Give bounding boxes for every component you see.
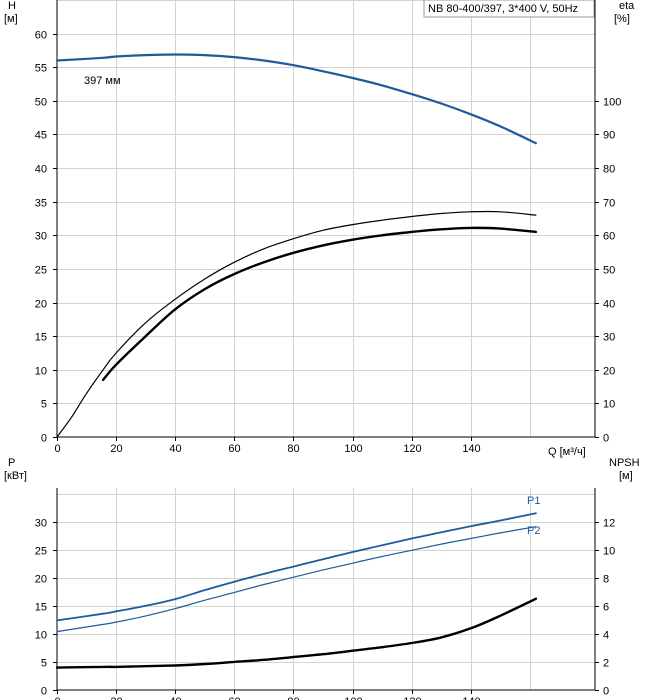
y-right-tick-label: 10	[603, 546, 615, 558]
y-right-tick-label: 40	[603, 299, 615, 311]
x-tick-label: 140	[462, 696, 480, 700]
y-left-tick-label: 15	[35, 602, 47, 614]
x-tick-label: 60	[228, 696, 240, 700]
x-tick-label: 80	[287, 443, 299, 455]
axes-layer	[56, 0, 596, 691]
y-left-tick-label: 20	[35, 574, 47, 586]
x-tick-label: 80	[287, 696, 299, 700]
eta-axis-label: eta	[619, 0, 635, 12]
head-axis-unit: [м]	[4, 13, 18, 25]
y-right-tick-label: 0	[603, 686, 609, 698]
x-tick-label: 120	[403, 443, 421, 455]
x-tick-label: 20	[110, 696, 122, 700]
p2-curve	[56, 526, 537, 633]
y-right-tick-label: 10	[603, 399, 615, 411]
series-layer	[55, 53, 538, 669]
eta-axis-unit: [%]	[614, 13, 630, 25]
head-axis-label: H	[8, 0, 16, 12]
y-right-tick-label: 30	[603, 332, 615, 344]
y-right-tick-label: 20	[603, 366, 615, 378]
x-tick-label: 120	[403, 696, 421, 700]
y-left-tick-label: 30	[35, 231, 47, 243]
title-box	[423, 0, 595, 18]
power-axis-unit: [кВт]	[4, 470, 27, 482]
impeller-diameter-label: 397 мм	[84, 75, 121, 87]
flow-axis-label: Q [м³/ч]	[548, 446, 586, 458]
p1-curve	[56, 512, 537, 622]
x-tick-label: 40	[169, 443, 181, 455]
y-left-tick-label: 5	[41, 399, 47, 411]
y-left-tick-label: 50	[35, 97, 47, 109]
y-left-tick-label: 20	[35, 299, 47, 311]
y-left-tick-label: 5	[41, 658, 47, 670]
y-right-tick-label: 90	[603, 130, 615, 142]
y-left-tick-label: 60	[35, 30, 47, 42]
y-right-tick-label: 12	[603, 518, 615, 530]
y-right-tick-label: 80	[603, 164, 615, 176]
y-right-tick-label: 100	[603, 97, 621, 109]
tick-layer: 0 20 40 60 80 100 120 1400510152025303540455055…	[35, 30, 622, 700]
y-right-tick-label: 70	[603, 198, 615, 210]
y-right-tick-label: 6	[603, 602, 609, 614]
y-left-tick-label: 45	[35, 130, 47, 142]
npsh-curve	[55, 597, 538, 669]
npsh-axis-label: NPSH	[609, 457, 640, 469]
397-мм-curve	[55, 53, 537, 145]
y-left-tick-label: 25	[35, 265, 47, 277]
series-2-curve	[101, 226, 538, 382]
label-layer: NB 80-400/397, 3*400 V, 50Hz H [м] eta […	[4, 0, 640, 537]
y-right-tick-label: 60	[603, 231, 615, 243]
y-left-tick-label: 0	[41, 686, 47, 698]
y-right-tick-label: 4	[603, 630, 609, 642]
x-tick-label: 140	[462, 443, 480, 455]
y-left-tick-label: 25	[35, 546, 47, 558]
npsh-axis-unit: [м]	[619, 470, 633, 482]
y-left-tick-label: 40	[35, 164, 47, 176]
x-tick-label: 100	[344, 443, 362, 455]
y-right-tick-label: 0	[603, 433, 609, 445]
y-left-tick-label: 10	[35, 366, 47, 378]
y-right-tick-label: 50	[603, 265, 615, 277]
x-tick-label: 60	[228, 443, 240, 455]
power-axis-label: P	[8, 457, 15, 469]
x-tick-label: 40	[169, 696, 181, 700]
p2-label: P2	[527, 525, 540, 537]
chart-title: NB 80-400/397, 3*400 V, 50Hz	[428, 3, 578, 15]
y-right-tick-label: 8	[603, 574, 609, 586]
y-left-tick-label: 10	[35, 630, 47, 642]
y-left-tick-label: 35	[35, 198, 47, 210]
y-right-tick-label: 2	[603, 658, 609, 670]
p1-label: P1	[527, 495, 540, 507]
series-1-curve	[56, 210, 537, 438]
y-left-tick-label: 0	[41, 433, 47, 445]
y-left-tick-label: 30	[35, 518, 47, 530]
y-left-tick-label: 15	[35, 332, 47, 344]
x-tick-label: 100	[344, 696, 362, 700]
x-tick-label: 0	[54, 696, 60, 700]
y-left-tick-label: 55	[35, 63, 47, 75]
x-tick-label: 0	[54, 443, 60, 455]
x-tick-label: 20	[110, 443, 122, 455]
